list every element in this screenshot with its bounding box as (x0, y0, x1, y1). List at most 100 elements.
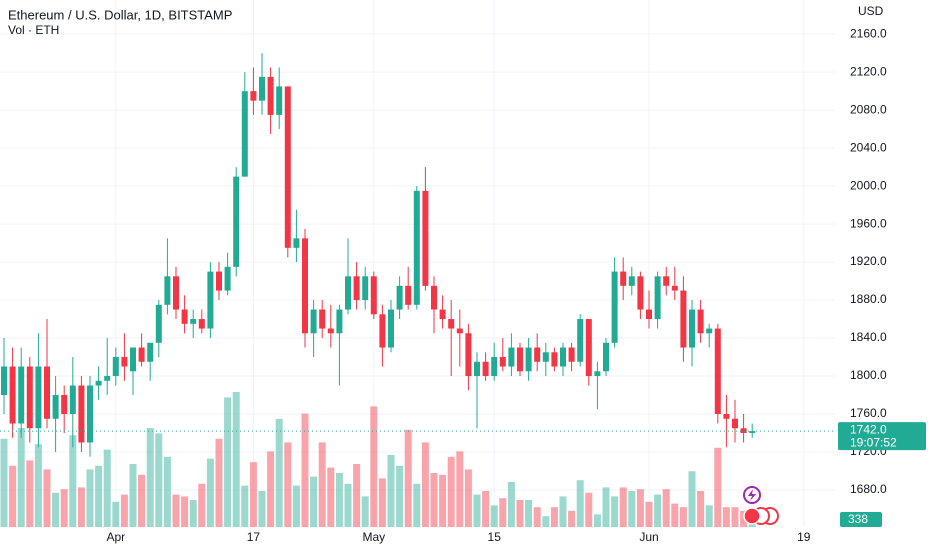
volume-pane (0, 392, 756, 527)
volume-bar (34, 444, 42, 527)
volume-bar (413, 483, 421, 527)
candle-body (628, 276, 635, 286)
volume-bar (568, 510, 576, 527)
volume-bar (722, 507, 730, 527)
candle-body (276, 86, 283, 115)
candle-body (534, 347, 541, 362)
candle-body (26, 366, 33, 429)
volume-bar (688, 471, 696, 527)
x-tick-label: Apr (106, 530, 125, 544)
volume-bar (327, 467, 335, 527)
volume-bar (249, 462, 257, 527)
candle-body (723, 414, 730, 419)
candle-body (95, 380, 102, 386)
volume-bar (224, 397, 232, 527)
volume-badge-label: 338 (848, 512, 868, 526)
y-tick-label: 2160.0 (850, 26, 887, 40)
volume-bar (26, 460, 34, 527)
volume-bar (241, 485, 249, 527)
candle-body (517, 347, 523, 372)
volume-bar (705, 505, 713, 527)
candle-body (646, 309, 652, 320)
candle-body (173, 276, 179, 310)
volume-bar (310, 476, 318, 527)
volume-bar (619, 487, 627, 527)
candle-body (740, 428, 747, 433)
candle-body (689, 309, 695, 348)
candle-body (499, 357, 506, 367)
candle-body (413, 190, 420, 305)
candle-body (241, 91, 248, 177)
candle-body (319, 309, 326, 329)
y-tick-label: 1840.0 (850, 330, 887, 344)
y-tick-label: 2080.0 (850, 102, 887, 116)
candle-body (749, 431, 756, 433)
volume-bar (404, 429, 412, 527)
volume-bar (662, 489, 670, 527)
volume-bar (172, 494, 180, 527)
volume-badge (840, 512, 882, 527)
x-tick-label: 17 (247, 530, 261, 544)
volume-bar (60, 489, 68, 527)
candle-body (465, 333, 472, 377)
candle-body (732, 418, 738, 429)
volume-bar (611, 496, 619, 527)
volume-bar (267, 451, 275, 527)
candle-body (370, 276, 377, 315)
candle-body (671, 285, 678, 291)
price-pane (1, 53, 756, 457)
candle-body (1, 366, 7, 396)
y-tick-label: 2000.0 (850, 178, 887, 192)
candle-body (456, 328, 463, 334)
candle-body (216, 271, 222, 291)
volume-bar (456, 451, 464, 527)
y-tick-label: 1920.0 (850, 254, 887, 268)
candle-body (147, 342, 154, 362)
candle-body (155, 304, 162, 343)
candle-body (663, 276, 670, 286)
volume-bar (559, 496, 567, 527)
y-tick-label: 1960.0 (850, 216, 887, 230)
candle-body (637, 276, 644, 310)
volume-bar (155, 433, 163, 527)
volume-bar (292, 485, 300, 527)
candle-body (706, 328, 713, 334)
flag-icon[interactable] (743, 507, 761, 525)
volume-bar (628, 491, 636, 527)
event-icons[interactable] (743, 486, 779, 525)
candle-body (267, 76, 274, 115)
candle-body (327, 328, 334, 334)
volume-bar (654, 494, 662, 527)
volume-bar (679, 507, 687, 527)
volume-bar (542, 516, 550, 527)
volume-bar (43, 469, 51, 527)
candle-body (104, 376, 111, 381)
volume-bar (550, 507, 558, 527)
volume-bar (464, 469, 472, 527)
candle-body (603, 342, 609, 372)
y-axis-label: USD (858, 4, 884, 18)
candle-body (130, 347, 136, 372)
volume-bar (335, 473, 343, 527)
volume-bar (215, 438, 223, 527)
chart-subtitle: Vol · ETH (8, 23, 59, 37)
volume-bar (86, 469, 94, 527)
volume-bar (378, 478, 386, 527)
candle-body (259, 76, 265, 101)
x-tick-label: 15 (488, 530, 502, 544)
candle-body (542, 352, 549, 362)
candle-body (620, 271, 627, 286)
candle-body (491, 357, 498, 377)
volume-bar (370, 406, 378, 527)
volume-bar (671, 503, 679, 527)
candle-body (44, 366, 50, 419)
candle-body (568, 347, 575, 362)
y-tick-label: 1880.0 (850, 292, 887, 306)
candle-body (207, 271, 214, 329)
candle-body (284, 86, 291, 248)
volume-bar (77, 487, 85, 527)
candle-body (388, 309, 394, 348)
volume-bar (198, 483, 206, 527)
